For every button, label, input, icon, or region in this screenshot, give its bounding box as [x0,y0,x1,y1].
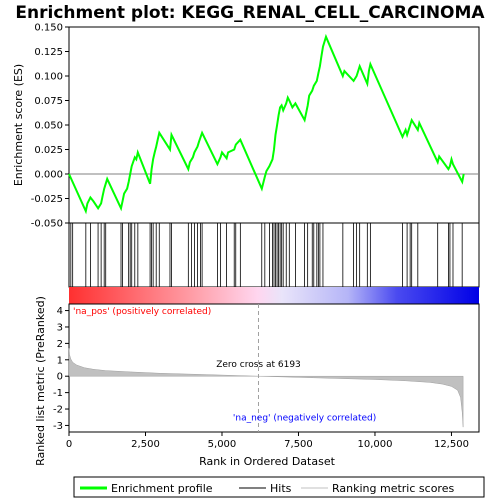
es-y-tick-label: 0.075 [34,96,63,107]
ranking-panel: -3 -2 -1 0 1 2 3 4 Zero cross at 6193 'na_pos' … [53,303,480,433]
es-y-axis: -0.050 -0.025 0.000 0.025 0.050 0.075 0.100 0.1… [31,23,69,230]
es-y-axis-title: Enrichment score (ES) [12,64,25,186]
ranking-y-tick-label: 0 [57,372,63,383]
ranking-panel-frame [68,303,480,433]
es-y-tick-label: 0.100 [34,72,63,83]
negative-correlation-label: 'na_neg' (negatively correlated) [233,414,376,424]
es-y-tick-label: -0.050 [31,219,63,230]
ranking-y-axis: -3 -2 -1 0 1 2 3 4 [53,306,69,432]
legend: Enrichment profile Hits Ranking metric s… [73,476,485,498]
ranking-y-tick-label: -3 [53,421,63,432]
positive-correlation-label: 'na_pos' (positively correlated) [73,307,211,317]
hits-marks [70,223,463,287]
es-y-tick-label: 0.000 [34,170,63,181]
es-panel: -0.050 -0.025 0.000 0.025 0.050 0.075 0.100 0.1… [31,23,480,230]
enrichment-profile-line [68,33,465,215]
es-y-tick-label: 0.125 [34,47,63,58]
x-tick-label: 2,500 [131,439,160,450]
x-tick-label: 12,500 [434,439,469,450]
x-tick-label: 7,500 [284,439,313,450]
es-y-tick-label: 0.150 [34,23,63,34]
ranking-y-tick-label: -1 [53,388,63,399]
ranking-y-tick-label: 3 [57,322,63,333]
es-y-tick-label: 0.025 [34,145,63,156]
x-tick-label: 10,000 [357,439,392,450]
legend-profile-label: Enrichment profile [111,482,213,495]
ranking-y-tick-label: 4 [57,306,63,317]
x-tick-label: 5,000 [208,439,237,450]
ranking-y-tick-label: 1 [57,355,63,366]
es-y-tick-label: 0.050 [34,121,63,132]
legend-frame [73,476,485,498]
x-axis: 0 2,500 5,000 7,500 10,000 12,500 [66,432,469,450]
legend-ranking-label: Ranking metric scores [332,482,454,495]
ranking-y-axis-title: Ranked list metric (PreRanked) [34,296,47,466]
hits-panel [68,222,480,304]
es-panel-frame [68,26,480,224]
ranking-y-tick-label: 2 [57,339,63,350]
es-y-tick-label: -0.025 [31,194,63,205]
ranking-y-tick-label: -2 [53,405,63,416]
zero-cross-label: Zero cross at 6193 [216,360,301,370]
x-axis-title: Rank in Ordered Dataset [199,455,336,468]
x-tick-label: 0 [66,439,72,450]
legend-hits-label: Hits [270,482,292,495]
rank-color-bar [69,287,479,304]
chart-title: Enrichment plot: KEGG_RENAL_CELL_CARCINO… [15,3,485,23]
